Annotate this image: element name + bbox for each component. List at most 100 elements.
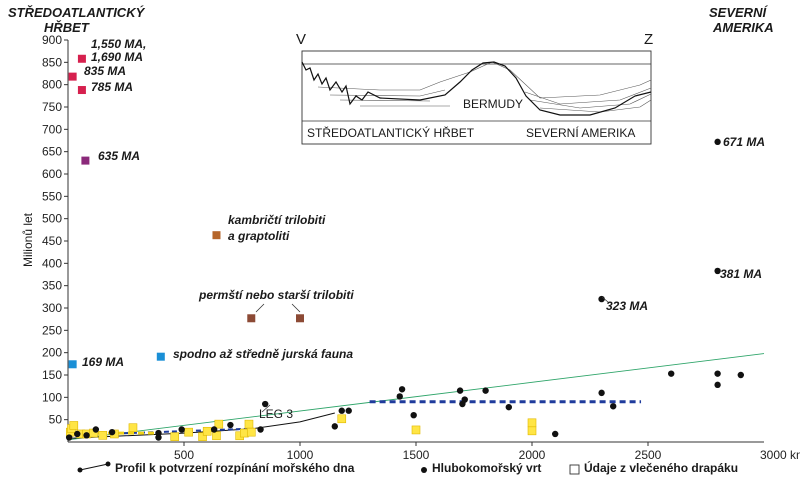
y-tick-label: 850 (42, 55, 62, 69)
label-635: 635 MA (98, 149, 140, 163)
label-jura: spodno až středně jurská fauna (173, 347, 353, 361)
inset-bermudy: BERMUDY (463, 97, 523, 111)
x-unit-label: 3000 km (760, 448, 800, 462)
drill-site-marker (155, 429, 162, 437)
dated-sample-marker (296, 314, 304, 323)
drill-site-marker (668, 370, 675, 377)
y-tick-label: 200 (42, 346, 62, 360)
drill-site-marker (83, 432, 90, 439)
legend: Profil k potvrzení rozpínání mořského dn… (77, 460, 738, 475)
drill-site-marker (74, 430, 81, 438)
dredge-sample-marker (69, 421, 79, 430)
dated-sample-marker (81, 156, 90, 165)
legend-drill-dot (421, 467, 427, 473)
dredge-sample-marker (212, 431, 221, 441)
y-tick-label: 750 (42, 100, 62, 114)
drill-site-marker (714, 370, 721, 377)
label-kambr-2: a graptoliti (228, 229, 290, 243)
markers (65, 54, 744, 441)
y-tick-label: 800 (42, 78, 62, 92)
inset-bottom-right: SEVERNÍ AMERIKA (526, 125, 635, 140)
label-835: 835 MA (84, 64, 126, 78)
label-671: 671 MA (723, 135, 765, 149)
y-tick-label: 250 (42, 323, 62, 337)
dredge-sample-marker (337, 414, 347, 424)
y-tick-label: 150 (42, 368, 62, 382)
y-tick-label: 500 (42, 212, 62, 226)
header-left-line1: STŘEDOATLANTICKÝ (8, 5, 146, 20)
drill-site-marker (331, 423, 338, 430)
drill-site-marker (257, 426, 264, 433)
label-leg3: LEG 3 (259, 407, 293, 421)
y-axis-title: Milionů let (21, 212, 35, 267)
inset-cross-section: V Z BERMUDY STŘEDOATLANTICKÝ HŘBET SEVER… (296, 31, 653, 145)
drill-site-marker (456, 387, 464, 394)
leg3-pointer (261, 404, 271, 413)
perm-arrow-right (291, 303, 301, 313)
y-tick-label: 100 (42, 390, 62, 404)
drill-site-marker (262, 400, 269, 408)
dated-sample-marker (68, 360, 77, 369)
legend-profile: Profil k potvrzení rozpínání mořského dn… (115, 461, 355, 475)
inset-seafloor (301, 61, 652, 116)
dredge-sample-marker (128, 423, 138, 433)
drill-site-marker (108, 428, 116, 436)
dredge-sample-marker (202, 426, 212, 436)
drill-site-marker (598, 295, 605, 303)
x-tick-label: 500 (174, 448, 194, 462)
drill-site-marker (482, 387, 489, 394)
drill-site-marker (598, 389, 605, 397)
y-tick-label: 350 (42, 279, 62, 293)
drill-site-marker (210, 426, 218, 433)
y-tick-label: 900 (42, 33, 62, 47)
drill-site-marker (714, 381, 721, 389)
label-323: 323 MA (606, 299, 648, 313)
y-tick-label: 300 (42, 301, 62, 315)
drill-site-marker (396, 393, 403, 400)
drill-site-marker (338, 407, 345, 414)
y-tick-label: 550 (42, 189, 62, 203)
dredge-sample-marker (246, 427, 256, 437)
label-785: 785 MA (91, 80, 133, 94)
dredge-sample-marker (170, 432, 180, 441)
label-1690: 1,690 MA (91, 50, 143, 64)
dredge-sample-marker (214, 419, 224, 429)
y-tick-label: 650 (42, 145, 62, 159)
green-trend-line (67, 353, 765, 441)
a323-pointer (601, 296, 609, 303)
y-tick-label: 400 (42, 256, 62, 270)
x-ticks: 500 1000 1500 2000 2500 (174, 442, 662, 462)
dated-sample-marker (212, 231, 221, 240)
y-tick-label: 700 (42, 122, 62, 136)
dredge-sample-marker (411, 425, 421, 435)
header-right-line1: SEVERNÍ (709, 5, 768, 20)
label-1550: 1,550 MA, (91, 37, 146, 51)
y-ticks: 50 100 150 200 250 300 350 400 450 500 550 600 650 70… (42, 33, 68, 427)
x-tick-label: 1500 (403, 448, 430, 462)
legend-dredge-box (569, 464, 580, 475)
dated-sample-marker (247, 314, 256, 323)
perm-arrow-left (255, 303, 265, 313)
y-tick-label: 450 (42, 234, 62, 248)
dated-sample-marker (156, 352, 165, 361)
drill-site-marker (227, 421, 234, 429)
drill-site-marker (155, 434, 162, 441)
dated-sample-marker (68, 72, 77, 81)
inset-frame (301, 50, 652, 145)
drill-site-marker (714, 267, 721, 275)
legend-profile-line (79, 463, 109, 471)
x-tick-label: 2500 (635, 448, 662, 462)
inset-left-letter: V (296, 31, 306, 48)
inset-bottom-left: STŘEDOATLANTICKÝ HŘBET (307, 125, 475, 140)
drill-site-marker (610, 403, 617, 410)
x-tick-label: 2000 (519, 448, 546, 462)
label-169: 169 MA (82, 355, 124, 369)
inset-right-letter: Z (644, 31, 653, 48)
legend-dredge: Údaje z vlečeného drapáku (584, 460, 738, 475)
drill-site-marker (92, 426, 100, 433)
label-381: 381 MA (720, 267, 762, 281)
drill-site-marker (505, 403, 512, 411)
x-tick-label: 1000 (287, 448, 314, 462)
dated-sample-marker (77, 86, 86, 95)
label-kambr-1: kambričtí trilobiti (228, 213, 326, 227)
